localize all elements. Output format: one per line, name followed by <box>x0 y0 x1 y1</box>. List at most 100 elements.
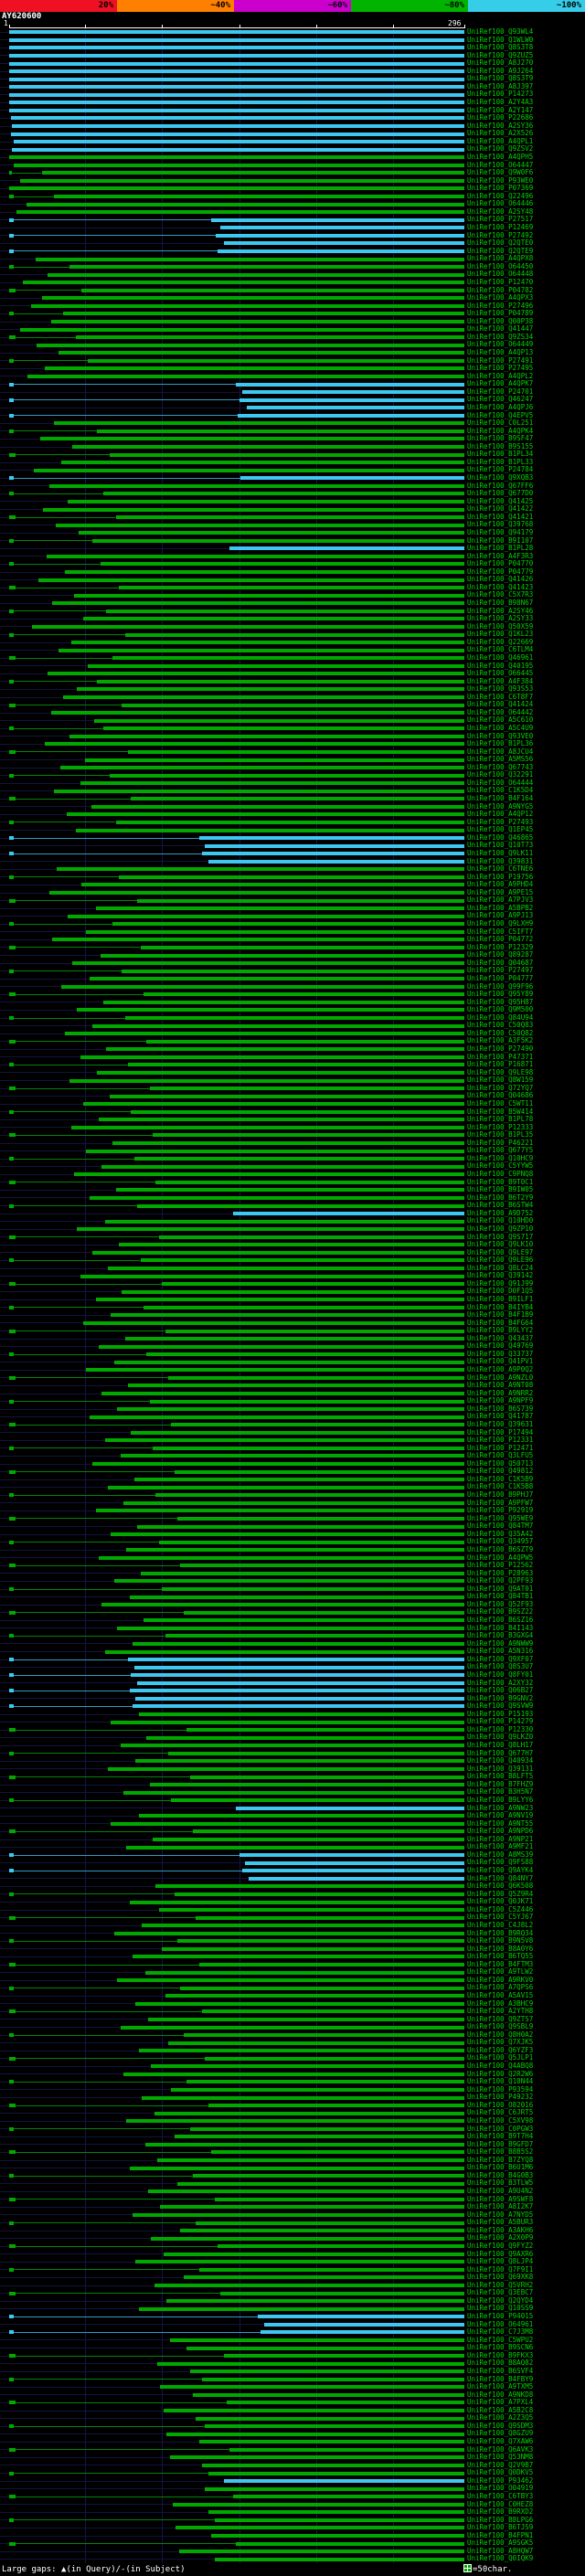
leading-segment-bar[interactable] <box>9 797 16 801</box>
leading-segment-bar[interactable] <box>9 1658 15 1662</box>
hit-label[interactable]: UniRef100_P46221 <box>467 1138 534 1147</box>
leading-segment-bar[interactable] <box>9 1728 16 1733</box>
hit-label[interactable]: UniRef100_B3H5N7 <box>467 1787 534 1797</box>
hit-label[interactable]: UniRef100_Q84U94 <box>467 1012 534 1022</box>
alignment-bar[interactable] <box>106 609 464 613</box>
hit-label[interactable]: UniRef100_A9NPF9 <box>467 1396 534 1405</box>
hit-label[interactable]: UniRef100_Q04686 <box>467 1091 534 1100</box>
alignment-bar[interactable] <box>138 1712 464 1717</box>
alignment-bar[interactable] <box>128 1383 464 1388</box>
hit-label[interactable]: UniRef100_P12562 <box>467 1561 534 1570</box>
alignment-bar[interactable] <box>9 108 464 112</box>
alignment-bar[interactable] <box>162 1946 464 1951</box>
alignment-bar[interactable] <box>158 1235 464 1239</box>
hit-label[interactable]: UniRef100_A9NT08 <box>467 1381 534 1390</box>
alignment-bar[interactable] <box>180 2229 464 2233</box>
alignment-bar[interactable] <box>83 1102 464 1107</box>
leading-segment-bar[interactable] <box>9 2056 16 2061</box>
alignment-bar[interactable] <box>83 1320 464 1325</box>
alignment-bar[interactable] <box>202 2009 464 2014</box>
alignment-bar[interactable] <box>232 2495 464 2499</box>
alignment-bar[interactable] <box>104 1438 464 1443</box>
hit-label[interactable]: UniRef100_P04782 <box>467 285 534 294</box>
alignment-bar[interactable] <box>73 1172 464 1177</box>
alignment-bar[interactable] <box>153 1446 464 1450</box>
leading-segment-bar[interactable] <box>9 2267 15 2272</box>
hit-label[interactable]: UniRef100_Q2QYD4 <box>467 2295 534 2305</box>
leading-segment-bar[interactable] <box>9 1963 16 1967</box>
alignment-bar[interactable] <box>167 2041 464 2045</box>
alignment-bar[interactable] <box>157 2361 464 2366</box>
leading-segment-bar[interactable] <box>9 852 15 856</box>
alignment-bar[interactable] <box>75 828 464 832</box>
hit-label[interactable]: UniRef100_Q6AVK3 <box>467 2444 534 2454</box>
alignment-bar[interactable] <box>38 578 464 582</box>
hit-label[interactable]: UniRef100_A4QPJ6 <box>467 402 534 411</box>
leading-segment-bar[interactable] <box>9 2033 15 2038</box>
hit-label[interactable]: UniRef100_P15193 <box>467 1709 534 1718</box>
hit-label[interactable]: UniRef100_Q1KL23 <box>467 630 534 639</box>
alignment-bar[interactable] <box>140 1571 464 1575</box>
hit-label[interactable]: UniRef100_Q94179 <box>467 527 534 536</box>
hit-label[interactable]: UniRef100_Q2R2W6 <box>467 2069 534 2078</box>
leading-segment-bar[interactable] <box>9 2126 15 2131</box>
alignment-bar[interactable] <box>9 92 464 97</box>
alignment-bar[interactable] <box>86 1368 464 1373</box>
alignment-bar[interactable] <box>9 155 464 160</box>
hit-label[interactable]: UniRef100_Q49812 <box>467 1467 534 1476</box>
alignment-bar[interactable] <box>236 382 464 387</box>
alignment-bar[interactable] <box>138 2306 464 2311</box>
alignment-bar[interactable] <box>98 1344 464 1349</box>
alignment-bar[interactable] <box>133 1478 464 1482</box>
alignment-bar[interactable] <box>69 265 464 270</box>
alignment-bar[interactable] <box>68 499 464 504</box>
alignment-bar[interactable] <box>183 2033 464 2038</box>
hit-label[interactable]: UniRef100_P19756 <box>467 872 534 881</box>
hit-label[interactable]: UniRef100_Q9LE97 <box>467 1247 534 1256</box>
hit-label[interactable]: UniRef100_P14279 <box>467 1717 534 1726</box>
alignment-bar[interactable] <box>198 1963 464 1967</box>
hit-label[interactable]: UniRef100_Q34957 <box>467 1537 534 1546</box>
leading-segment-bar[interactable] <box>9 1689 15 1693</box>
hit-label[interactable]: UniRef100_Q00P38 <box>467 316 534 325</box>
alignment-bar[interactable] <box>63 695 464 700</box>
alignment-bar[interactable] <box>48 483 464 488</box>
leading-segment-bar[interactable] <box>9 1673 15 1678</box>
alignment-bar[interactable] <box>9 61 464 66</box>
alignment-bar[interactable] <box>186 2346 464 2350</box>
leading-segment-bar[interactable] <box>9 335 16 340</box>
alignment-bar[interactable] <box>236 2541 464 2546</box>
alignment-bar[interactable] <box>77 687 464 692</box>
hit-label[interactable]: UniRef100_A9J264 <box>467 66 534 75</box>
hit-label[interactable]: UniRef100_B8AQ82 <box>467 2359 534 2368</box>
hit-label[interactable]: UniRef100_A8I2K7 <box>467 2202 534 2211</box>
leading-segment-bar[interactable] <box>9 492 15 496</box>
leading-segment-bar[interactable] <box>9 875 15 879</box>
hit-label[interactable]: UniRef100_Q04687 <box>467 958 534 967</box>
alignment-bar[interactable] <box>171 1423 464 1427</box>
hit-label[interactable]: UniRef100_Q39768 <box>467 520 534 529</box>
hit-label[interactable]: UniRef100_Q95H87 <box>467 997 534 1006</box>
alignment-bar[interactable] <box>58 648 464 652</box>
hit-label[interactable]: UniRef100_P04777 <box>467 973 534 982</box>
hit-label[interactable]: UniRef100_A8J270 <box>467 58 534 68</box>
leading-segment-bar[interactable] <box>9 632 15 637</box>
hit-label[interactable]: UniRef100_A9NT55 <box>467 1818 534 1828</box>
alignment-bar[interactable] <box>64 1032 464 1036</box>
alignment-bar[interactable] <box>117 1626 464 1630</box>
alignment-bar[interactable] <box>135 1696 464 1701</box>
alignment-bar[interactable] <box>52 938 464 942</box>
hit-label[interactable]: UniRef100_A9D752 <box>467 1208 534 1217</box>
hit-label[interactable]: UniRef100_A2SY36 <box>467 121 534 130</box>
alignment-bar[interactable] <box>27 374 464 378</box>
leading-segment-bar[interactable] <box>9 945 16 949</box>
hit-label[interactable]: UniRef100_Q8GZU9 <box>467 2429 534 2438</box>
alignment-bar[interactable] <box>79 531 464 535</box>
alignment-bar[interactable] <box>142 1924 464 1928</box>
leading-segment-bar[interactable] <box>9 1133 16 1138</box>
hit-label[interactable]: UniRef100_Q50713 <box>467 1458 534 1468</box>
alignment-bar[interactable] <box>118 1243 464 1247</box>
hit-label[interactable]: UniRef100_C6TNE6 <box>467 864 534 874</box>
hit-label[interactable]: UniRef100_C5YYW5 <box>467 1161 534 1171</box>
hit-label[interactable]: UniRef100_B1PL78 <box>467 1115 534 1124</box>
